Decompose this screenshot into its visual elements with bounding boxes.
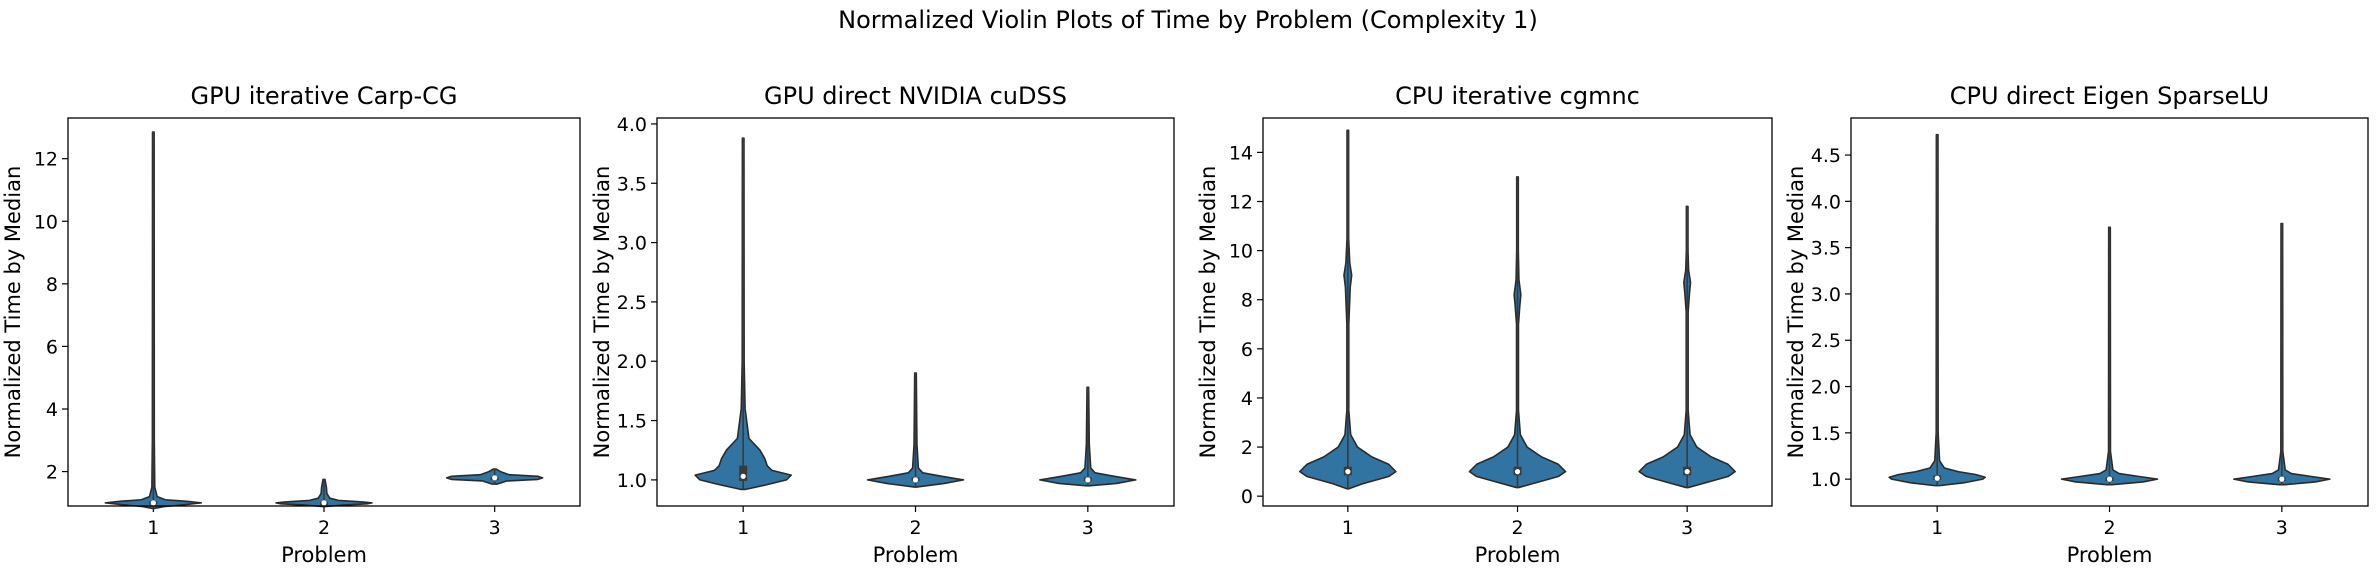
violin-1 (104, 131, 203, 510)
violin-3 (445, 468, 544, 485)
plot-frame (656, 117, 1175, 507)
plot-frame (67, 117, 581, 507)
x-tick-label: 1 (1931, 517, 1943, 539)
x-axis-label: Problem (1475, 543, 1561, 567)
y-tick-label: 2.5 (617, 292, 647, 314)
y-tick-label: 12 (34, 149, 58, 171)
y-tick-label: 4 (1241, 388, 1253, 410)
chart-title: GPU direct NVIDIA cuDSS (764, 82, 1067, 110)
x-axis-label: Problem (281, 543, 367, 567)
violin-median (1085, 477, 1091, 483)
violin-median (912, 477, 919, 483)
violin-median (1514, 469, 1521, 475)
violin-median (2106, 476, 2113, 482)
y-tick-label: 3.5 (1811, 238, 1841, 260)
violin-3 (1638, 205, 1736, 489)
y-axis-label: Normalized Time by Median (1, 166, 25, 459)
y-tick-label: 6 (46, 336, 58, 358)
plot-frame (1850, 117, 2369, 507)
y-tick-label: 10 (34, 211, 58, 233)
violin-median (321, 500, 327, 506)
x-tick-label: 2 (318, 517, 330, 539)
violin-median (150, 500, 156, 506)
y-tick-label: 4.0 (617, 114, 647, 136)
y-axis-label: Normalized Time by Median (1196, 166, 1220, 459)
chart-title: CPU direct Eigen SparseLU (1950, 82, 2269, 110)
y-tick-label: 8 (46, 274, 58, 296)
violin-1 (694, 137, 792, 491)
violin-3 (2233, 222, 2331, 486)
y-tick-label: 2 (1241, 437, 1253, 459)
y-tick-label: 2 (46, 462, 58, 484)
figure-title: Normalized Violin Plots of Time by Probl… (838, 6, 1538, 34)
violin-2 (275, 478, 373, 508)
y-tick-label: 2.0 (617, 351, 647, 373)
y-axis-label: Normalized Time by Median (1784, 166, 1808, 459)
x-tick-label: 1 (737, 517, 749, 539)
x-tick-label: 2 (909, 517, 921, 539)
x-tick-label: 3 (1681, 517, 1693, 539)
violin-3 (1039, 386, 1137, 487)
y-tick-label: 3.5 (617, 173, 647, 195)
y-tick-label: 3.0 (617, 233, 647, 255)
chart-title: CPU iterative cgmnc (1395, 82, 1640, 110)
y-tick-label: 4.5 (1811, 145, 1841, 167)
y-tick-label: 1.0 (1811, 469, 1841, 491)
violin-median (492, 475, 498, 481)
x-tick-label: 3 (489, 517, 501, 539)
violin-median (1934, 475, 1940, 481)
violin-median (1345, 469, 1351, 475)
violin-median (740, 473, 746, 479)
y-tick-label: 4 (46, 399, 58, 421)
x-tick-label: 2 (1511, 517, 1523, 539)
violin-2 (2060, 226, 2159, 486)
y-tick-label: 1.5 (1811, 423, 1841, 445)
x-tick-label: 1 (1342, 517, 1354, 539)
x-tick-label: 2 (2103, 517, 2115, 539)
violin-2 (866, 372, 965, 488)
chart-panel-2: GPU direct NVIDIA cuDSS 1.0 1.5 2.0 2.5 3.0 3.… (590, 82, 1175, 567)
y-tick-label: 1.5 (617, 411, 647, 433)
chart-title: GPU iterative Carp-CG (191, 82, 458, 110)
violin-median (1684, 469, 1690, 475)
y-tick-label: 12 (1229, 191, 1253, 213)
x-tick-label: 3 (1082, 517, 1094, 539)
y-tick-label: 4.0 (1811, 191, 1841, 213)
y-tick-label: 6 (1241, 339, 1253, 361)
x-axis-label: Problem (2067, 543, 2153, 567)
y-tick-label: 8 (1241, 290, 1253, 312)
y-tick-label: 1.0 (617, 470, 647, 492)
violin-iqr-box (739, 465, 748, 482)
y-tick-label: 0 (1241, 486, 1253, 508)
x-axis-label: Problem (873, 543, 959, 567)
violin-1 (1888, 133, 1986, 487)
x-tick-label: 3 (2276, 517, 2288, 539)
x-tick-label: 1 (147, 517, 159, 539)
y-tick-label: 2.0 (1811, 377, 1841, 399)
plot-frame (1262, 117, 1773, 507)
chart-panel-4: CPU direct Eigen SparseLU 1.0 1.5 2.0 2.5 3.0… (1784, 82, 2369, 567)
violin-2 (1468, 176, 1567, 489)
y-tick-label: 3.0 (1811, 284, 1841, 306)
violin-1 (1299, 129, 1397, 490)
y-tick-label: 14 (1229, 142, 1253, 164)
y-tick-label: 2.5 (1811, 330, 1841, 352)
y-tick-label: 10 (1229, 241, 1253, 263)
violin-median (2279, 476, 2285, 482)
y-axis-label: Normalized Time by Median (590, 166, 614, 459)
